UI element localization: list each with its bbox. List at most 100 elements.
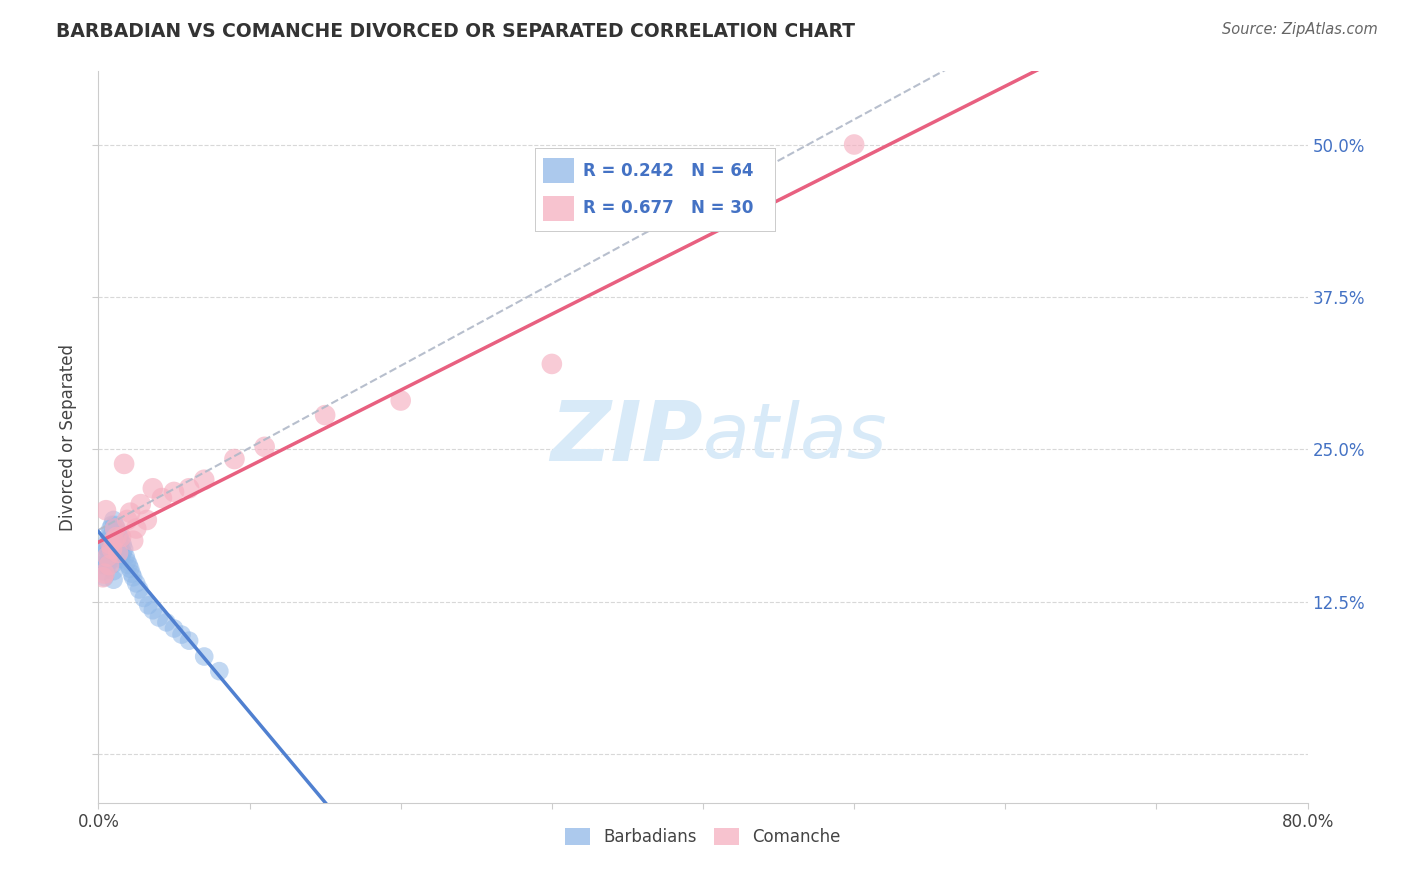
Point [98,537,121,551]
Point [100,540,122,554]
Point [100,549,122,564]
Point [193,473,215,487]
Point [101,517,124,532]
Point [96,533,118,548]
Point [125,576,148,591]
Point [142,481,165,495]
Point [101,542,124,557]
Point [103,540,125,554]
Point [110,552,132,566]
Point [120,562,142,576]
Point [105,530,128,544]
Point [120,506,142,520]
Text: Source: ZipAtlas.com: Source: ZipAtlas.com [1222,22,1378,37]
Point [142,603,165,617]
Point [224,452,246,467]
Point [103,549,125,563]
Point [208,664,231,678]
Point [101,536,124,550]
Point [94,552,117,566]
Point [150,491,173,505]
Point [94,540,117,554]
Point [103,564,125,578]
Point [90,558,112,573]
Point [98,558,121,573]
Point [110,530,132,544]
Point [105,521,128,535]
Point [104,533,127,548]
Point [93,566,115,581]
Point [100,521,122,535]
Point [98,546,121,560]
Point [121,566,143,581]
Point [389,393,412,408]
Point [94,558,117,573]
Point [96,542,118,557]
Point [94,503,117,517]
Point [93,546,115,560]
Point [105,530,128,544]
Point [100,537,122,551]
Bar [543,158,574,183]
Point [93,570,115,584]
Point [108,530,131,544]
Point [540,357,562,371]
Point [103,557,125,571]
Point [111,537,134,551]
Point [108,537,131,551]
Point [163,485,186,500]
Point [104,517,127,532]
Point [104,525,127,540]
Point [107,533,129,548]
Point [112,542,135,557]
Text: BARBADIAN VS COMANCHE DIVORCED OR SEPARATED CORRELATION CHART: BARBADIAN VS COMANCHE DIVORCED OR SEPARA… [56,22,855,41]
Point [314,408,336,422]
Point [91,564,114,578]
Point [91,570,114,584]
Point [844,137,866,152]
Point [100,530,122,544]
Point [118,558,141,573]
Text: R = 0.242   N = 64: R = 0.242 N = 64 [583,161,754,179]
Point [105,540,128,554]
Point [96,558,118,573]
Point [101,527,124,541]
Point [132,591,155,605]
Point [107,546,129,560]
Point [148,610,170,624]
Point [98,527,121,541]
Point [112,457,135,471]
Bar [543,196,574,221]
Point [179,633,201,648]
Point [155,615,177,630]
Point [107,525,129,540]
Point [103,521,125,535]
Text: R = 0.677   N = 30: R = 0.677 N = 30 [583,200,754,218]
Point [104,521,127,535]
Point [136,599,159,613]
Text: ZIP: ZIP [550,397,703,477]
Point [98,554,121,568]
Point [170,627,193,641]
Text: atlas: atlas [703,401,887,474]
Point [103,530,125,544]
Point [103,533,125,548]
Point [125,521,148,535]
Point [103,573,125,587]
Point [179,481,201,495]
Point [129,497,152,511]
Point [115,554,138,568]
Point [193,649,215,664]
Y-axis label: Divorced or Separated: Divorced or Separated [59,343,77,531]
Point [101,546,124,560]
Point [103,513,125,527]
Point [135,513,157,527]
Point [96,549,118,564]
Point [115,513,138,527]
Point [110,542,132,557]
Point [122,570,145,584]
Point [110,533,132,548]
Point [122,533,145,548]
Legend: Barbadians, Comanche: Barbadians, Comanche [558,822,848,853]
Point [163,622,186,636]
